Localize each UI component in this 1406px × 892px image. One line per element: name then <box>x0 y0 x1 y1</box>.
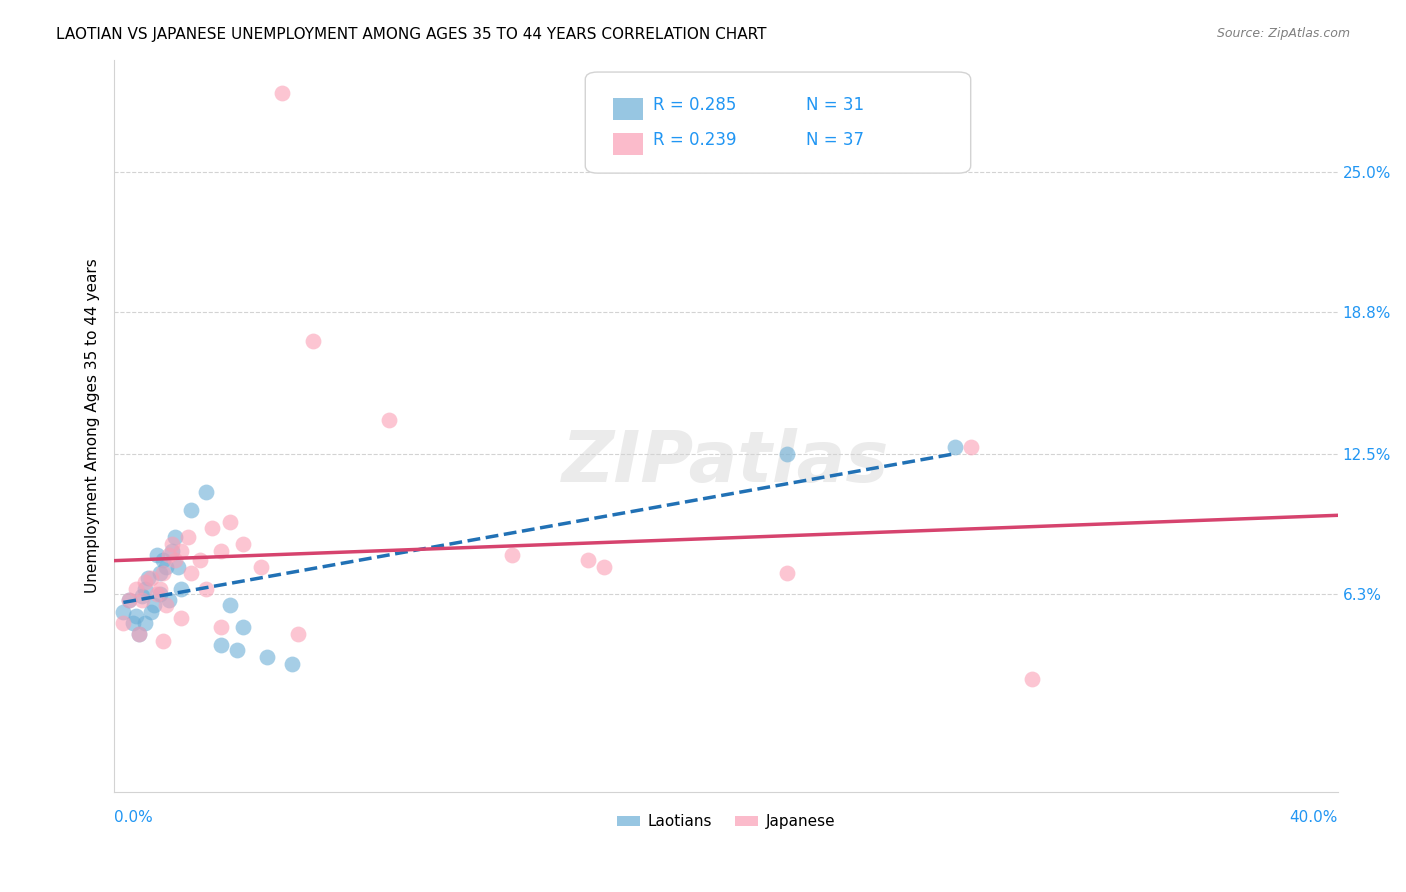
Point <box>149 582 172 596</box>
Point <box>139 605 162 619</box>
Legend: Laotians, Japanese: Laotians, Japanese <box>610 808 841 836</box>
Point <box>112 605 135 619</box>
Point <box>194 485 217 500</box>
Point <box>180 503 202 517</box>
Text: R = 0.285: R = 0.285 <box>652 96 735 114</box>
Point <box>219 515 242 529</box>
Point <box>131 589 153 603</box>
Point <box>576 553 599 567</box>
Point <box>112 615 135 630</box>
Point <box>146 587 169 601</box>
Text: N = 37: N = 37 <box>806 131 863 149</box>
Point <box>131 593 153 607</box>
Point <box>194 582 217 596</box>
Point <box>592 559 614 574</box>
Point <box>378 413 401 427</box>
Text: 0.0%: 0.0% <box>114 810 153 825</box>
Text: N = 31: N = 31 <box>806 96 863 114</box>
Point <box>149 587 172 601</box>
Point <box>152 566 174 581</box>
Point <box>121 615 143 630</box>
Point <box>1021 673 1043 687</box>
Point <box>134 575 156 590</box>
Point <box>209 639 232 653</box>
Point <box>501 549 523 563</box>
Point <box>152 553 174 567</box>
Point <box>139 571 162 585</box>
Point <box>118 593 141 607</box>
Point <box>128 627 150 641</box>
Point <box>136 571 159 585</box>
Point <box>167 559 190 574</box>
Point <box>776 447 799 461</box>
Point <box>146 549 169 563</box>
Point <box>149 566 172 581</box>
Point <box>118 593 141 607</box>
Point <box>209 544 232 558</box>
Point <box>124 609 146 624</box>
Y-axis label: Unemployment Among Ages 35 to 44 years: Unemployment Among Ages 35 to 44 years <box>86 259 100 593</box>
Point <box>232 620 254 634</box>
Point <box>945 440 967 454</box>
Point <box>170 544 193 558</box>
Point <box>271 87 294 101</box>
FancyBboxPatch shape <box>585 72 970 173</box>
Point <box>162 544 184 558</box>
Point <box>250 559 273 574</box>
Point <box>201 521 224 535</box>
Point <box>124 582 146 596</box>
Text: ZIPatlas: ZIPatlas <box>562 428 890 497</box>
Point <box>302 334 325 349</box>
Point <box>170 582 193 596</box>
Point <box>155 598 177 612</box>
Point <box>180 566 202 581</box>
Point <box>219 598 242 612</box>
Point <box>134 582 156 596</box>
Point <box>162 537 184 551</box>
Point <box>776 566 799 581</box>
Point <box>165 553 187 567</box>
Point <box>287 627 309 641</box>
Point <box>176 530 198 544</box>
Point <box>959 440 981 454</box>
Point <box>142 598 165 612</box>
Point <box>165 530 187 544</box>
Bar <box>613 98 643 120</box>
Text: LAOTIAN VS JAPANESE UNEMPLOYMENT AMONG AGES 35 TO 44 YEARS CORRELATION CHART: LAOTIAN VS JAPANESE UNEMPLOYMENT AMONG A… <box>56 27 766 42</box>
Bar <box>613 133 643 155</box>
Point <box>157 593 180 607</box>
Point <box>232 537 254 551</box>
Point <box>152 634 174 648</box>
Text: 40.0%: 40.0% <box>1289 810 1337 825</box>
Point <box>170 611 193 625</box>
Point <box>280 657 302 671</box>
Point <box>128 627 150 641</box>
Point <box>188 553 211 567</box>
Point <box>209 620 232 634</box>
Point <box>225 643 247 657</box>
Point <box>134 615 156 630</box>
Text: R = 0.239: R = 0.239 <box>652 131 737 149</box>
Point <box>157 549 180 563</box>
Point <box>155 559 177 574</box>
Text: Source: ZipAtlas.com: Source: ZipAtlas.com <box>1216 27 1350 40</box>
Point <box>256 649 278 664</box>
